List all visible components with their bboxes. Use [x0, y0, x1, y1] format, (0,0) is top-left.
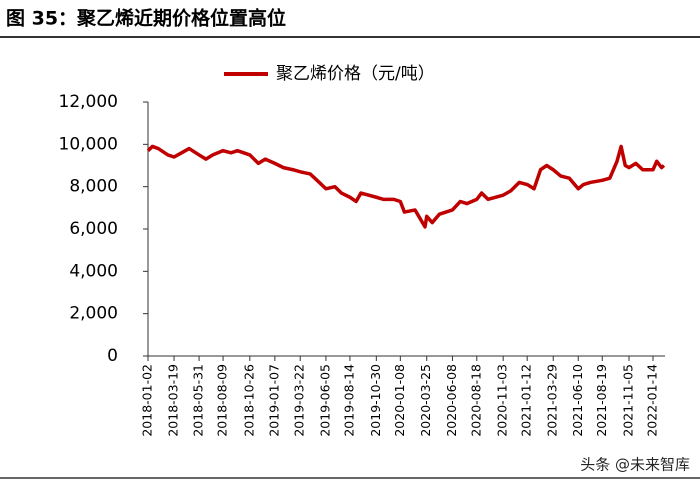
x-tick-label: 2020-01-08: [392, 364, 407, 437]
x-tick-label: 2022-01-14: [645, 364, 660, 437]
x-tick-label: 2018-05-31: [191, 364, 206, 437]
x-tick-label: 2019-08-14: [341, 364, 356, 437]
x-tick-label: 2018-10-26: [241, 364, 256, 437]
chart-title: 图 35：聚乙烯近期价格位置高位: [6, 7, 286, 30]
y-tick-label: 6,000: [69, 219, 118, 239]
x-tick-label: 2021-03-29: [545, 364, 560, 437]
x-tick-label: 2019-06-05: [317, 364, 332, 437]
x-tick-label: 2018-03-19: [166, 364, 181, 437]
series-line: [146, 144, 666, 229]
watermark: 头条 @未来智库: [580, 456, 690, 474]
x-tick-label: 2020-11-03: [495, 364, 510, 437]
y-tick-label: 0: [107, 346, 118, 366]
y-tick-label: 2,000: [69, 304, 118, 324]
y-tick-label: 4,000: [69, 261, 118, 281]
x-tick-label: 2021-01-12: [519, 364, 534, 437]
x-tick-label: 2019-01-07: [266, 364, 281, 437]
x-tick-label: 2020-03-25: [418, 364, 433, 437]
x-tick-label: 2021-11-05: [621, 364, 636, 437]
y-tick-label: 10,000: [59, 134, 118, 154]
x-tick-label: 2020-06-08: [444, 364, 459, 437]
x-tick-label: 2018-01-02: [140, 364, 155, 437]
x-tick-label: 2018-08-09: [215, 364, 230, 437]
y-tick-label: 12,000: [59, 92, 118, 112]
x-tick-label: 2020-08-18: [468, 364, 483, 437]
x-tick-label: 2021-06-10: [570, 364, 585, 437]
y-tick-label: 8,000: [69, 177, 118, 197]
x-tick-label: 2019-10-30: [368, 364, 383, 437]
x-tick-label: 2021-08-19: [594, 364, 609, 437]
x-tick-label: 2019-03-22: [292, 364, 307, 437]
legend-label: 聚乙烯价格（元/吨）: [276, 64, 435, 84]
